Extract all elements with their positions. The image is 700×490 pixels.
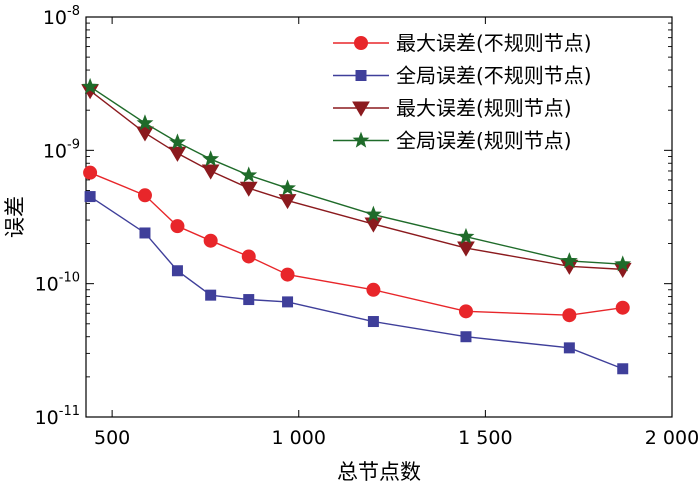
legend-label: 全局误差(规则节点): [396, 129, 572, 153]
data-point: [171, 265, 183, 277]
data-point: [139, 227, 151, 239]
legend-marker: [355, 70, 367, 81]
data-point: [562, 308, 577, 323]
y-tick-label: 10-9: [43, 137, 80, 162]
legend-item: 全局误差(规则节点): [333, 129, 572, 153]
series-3: [81, 84, 632, 278]
data-point: [364, 205, 382, 222]
x-tick-label: 2 000: [645, 427, 699, 449]
data-point: [366, 282, 381, 297]
data-point: [84, 191, 96, 203]
data-point: [367, 316, 379, 328]
legend-marker: [354, 36, 368, 50]
series-group: [81, 77, 632, 375]
data-point: [83, 165, 98, 180]
data-point: [617, 363, 629, 375]
legend-label: 全局误差(不规则节点): [396, 64, 592, 88]
data-point: [136, 114, 154, 131]
legend: 最大误差(不规则节点) 全局误差(不规则节点) 最大误差(规则节点) 全局误差(规则节…: [333, 31, 592, 153]
data-point: [560, 252, 578, 269]
x-tick-label: 500: [94, 427, 130, 449]
data-point: [280, 267, 295, 282]
data-point: [563, 342, 575, 354]
series-line: [89, 195, 623, 370]
legend-label: 最大误差(不规则节点): [396, 31, 592, 55]
series-line: [89, 90, 623, 271]
series-2: [84, 191, 629, 375]
data-point: [205, 289, 217, 301]
data-point: [168, 146, 187, 162]
data-point: [137, 188, 152, 203]
data-point: [279, 179, 296, 196]
data-point: [460, 331, 472, 343]
series-4: [81, 77, 632, 272]
data-point: [170, 219, 185, 234]
x-tick-label: 1 000: [272, 427, 326, 449]
series-line: [89, 86, 623, 265]
y-tick-label: 10-8: [43, 4, 80, 29]
data-point: [81, 77, 99, 94]
axes: 500 1 000 1 500 2 000 10-8 10-9 10-10 10-11: [35, 4, 700, 449]
x-tick-label: 1 500: [458, 427, 512, 449]
data-point: [278, 194, 297, 210]
data-point: [240, 166, 258, 183]
y-tick-label: 10-11: [35, 404, 80, 429]
data-point: [243, 294, 255, 306]
legend-item: 最大误差(规则节点): [333, 96, 572, 120]
data-point: [457, 241, 475, 257]
data-point: [282, 296, 294, 308]
legend-item: 最大误差(不规则节点): [333, 31, 592, 55]
data-point: [203, 233, 218, 248]
legend-marker: [352, 101, 370, 117]
series-1: [83, 165, 630, 323]
y-tick-label: 10-10: [35, 271, 80, 296]
y-axis-title: 误差: [3, 196, 27, 238]
data-point: [457, 227, 475, 244]
data-point: [169, 133, 186, 150]
data-point: [239, 181, 258, 197]
legend-marker: [352, 131, 370, 148]
data-point: [615, 300, 630, 315]
data-point: [202, 150, 220, 167]
data-point: [201, 164, 220, 180]
series-line: [89, 172, 623, 316]
data-point: [458, 304, 473, 319]
legend-item: 全局误差(不规则节点): [333, 64, 592, 88]
data-point: [136, 126, 154, 142]
data-point: [614, 255, 632, 272]
data-point: [241, 249, 256, 264]
x-axis-title: 总节点数: [337, 460, 421, 484]
legend-label: 最大误差(规则节点): [396, 96, 572, 120]
